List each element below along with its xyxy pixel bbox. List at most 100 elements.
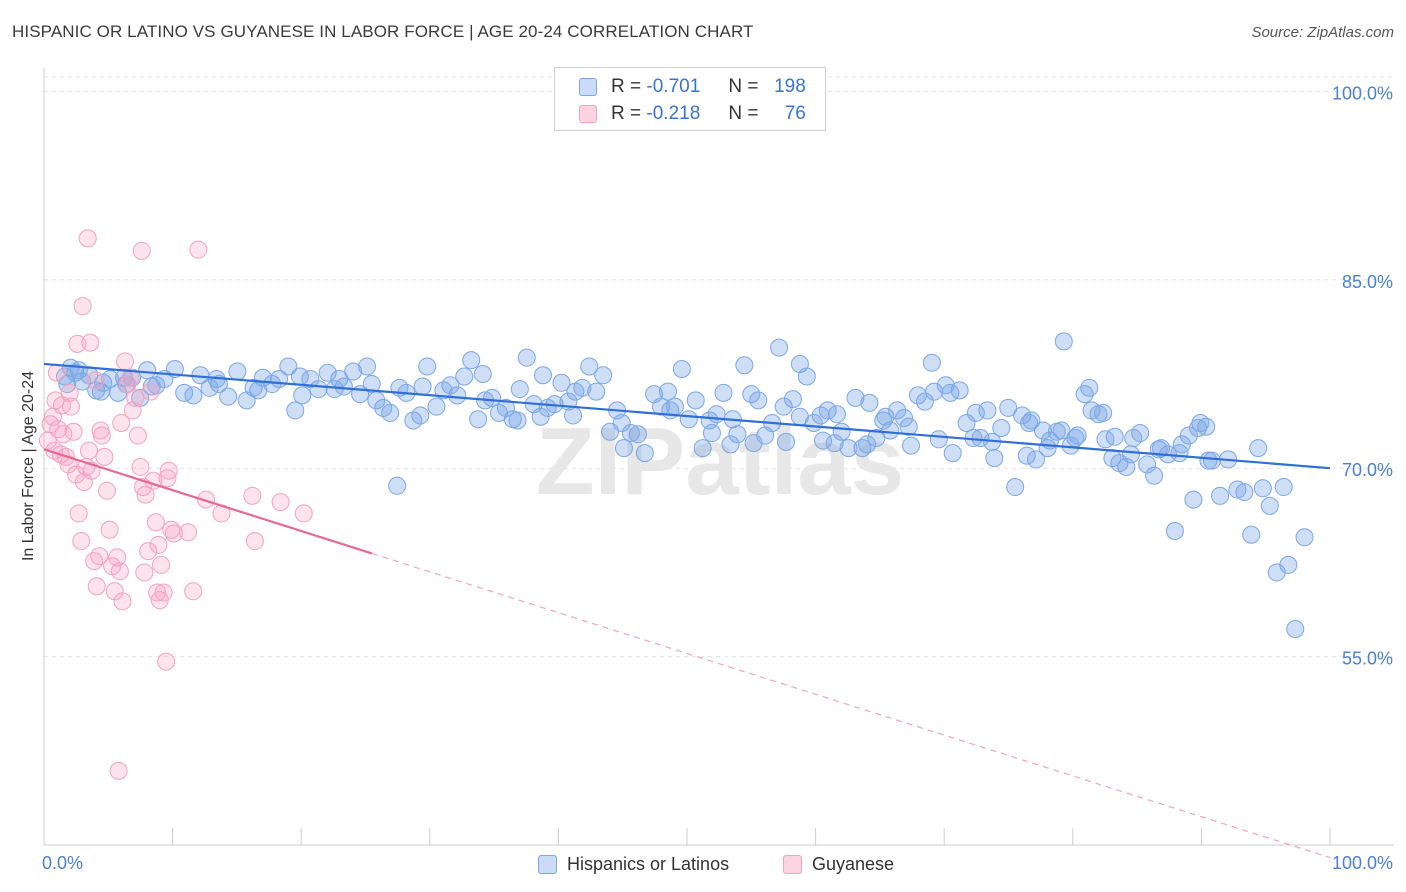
legend-item-hispanic[interactable]: Hispanics or Latinos [538,854,729,875]
y-tick-label: 55.0% [1342,649,1393,669]
point-hispanic [686,391,705,410]
point-hispanic [658,382,677,401]
legend-r-label: R = [611,76,642,97]
point-hispanic [1013,406,1032,425]
point-hispanic [1020,413,1039,432]
point-guyanese [159,461,178,480]
point-hispanic [774,397,793,416]
point-hispanic [876,407,895,426]
point-guyanese [128,426,147,445]
point-hispanic [73,372,92,391]
point-hispanic [1022,411,1041,430]
point-guyanese [62,397,81,416]
point-guyanese [86,371,105,390]
point-hispanic [1094,403,1113,422]
point-guyanese [54,425,73,444]
point-hispanic [1131,424,1150,443]
point-hispanic [455,367,474,386]
point-guyanese [157,652,176,671]
point-guyanese [78,229,97,248]
point-hispanic [902,436,921,455]
point-hispanic [362,375,381,394]
point-hispanic [714,383,733,402]
legend-swatch-blue [579,78,597,96]
point-hispanic [293,386,312,405]
point-hispanic [818,401,837,420]
point-guyanese [136,485,155,504]
point-hispanic [418,357,437,376]
point-hispanic [496,398,515,417]
point-guyanese [60,383,79,402]
point-guyanese [72,532,91,551]
point-hispanic [244,378,263,397]
point-hispanic [209,375,228,394]
legend-row-guyanese: R = -0.218 N = 76 [579,101,806,127]
point-guyanese [131,457,150,476]
point-guyanese [100,520,119,539]
x-tick-label: 100.0% [1332,853,1393,873]
point-hispanic [827,405,846,424]
legend-item-guyanese[interactable]: Guyanese [783,854,894,875]
point-hispanic [517,348,536,367]
point-hispanic [1253,479,1272,498]
legend-n-value: 198 [774,76,806,97]
point-hispanic [1249,439,1268,458]
point-hispanic [941,383,960,402]
point-hispanic [1068,426,1087,445]
point-guyanese [81,333,100,352]
legend-r-value: -0.701 [646,76,701,97]
point-hispanic [290,367,309,386]
point-guyanese [64,422,83,441]
point-guyanese [116,352,135,371]
point-hispanic [881,421,900,440]
point-hispanic [899,417,918,436]
point-hispanic [1038,439,1057,458]
point-hispanic [867,429,886,448]
point-hispanic [228,362,247,381]
point-guyanese [158,469,177,488]
point-hispanic [777,432,796,451]
point-guyanese [98,481,117,500]
point-guyanese [149,535,168,554]
point-hispanic [661,401,680,420]
legend-label: Hispanics or Latinos [567,854,730,874]
point-hispanic [621,424,640,443]
point-guyanese [90,547,109,566]
point-hispanic [1286,619,1305,638]
point-hispanic [1295,528,1314,547]
point-guyanese [184,582,203,601]
point-hispanic [358,357,377,376]
point-hispanic [1017,446,1036,465]
x-tick-label: 0.0% [42,853,83,873]
point-hispanic [1199,451,1218,470]
point-hispanic [922,353,941,372]
point-guyanese [245,532,264,551]
point-hispanic [1189,419,1208,438]
y-tick-label: 85.0% [1342,272,1393,292]
grid-lines [44,76,1394,658]
point-hispanic [832,422,851,441]
point-hispanic [469,410,488,429]
point-guyanese [146,513,165,532]
chart-title: HISPANIC OR LATINO VS GUYANESE IN LABOR … [12,22,754,41]
legend-swatch-blue [538,855,557,874]
point-hispanic [219,387,238,406]
point-hispanic [1211,486,1230,505]
point-hispanic [564,406,583,425]
point-hispanic [1105,427,1124,446]
point-hispanic [1033,421,1052,440]
tick-labels: 55.0% 70.0% 85.0% 100.0% 0.0% 100.0% [42,83,1393,873]
series-hispanic-points [55,332,1314,638]
legend-swatch-pink [783,855,802,874]
point-guyanese [91,421,110,440]
point-guyanese [197,490,216,509]
legend-r-value: -0.218 [646,103,701,124]
point-hispanic [1235,483,1254,502]
y-tick-label: 70.0% [1342,460,1393,480]
point-guyanese [132,241,151,260]
point-guyanese [294,504,313,523]
point-hispanic [679,410,698,429]
point-hispanic [702,424,721,443]
point-hispanic [1027,450,1046,469]
